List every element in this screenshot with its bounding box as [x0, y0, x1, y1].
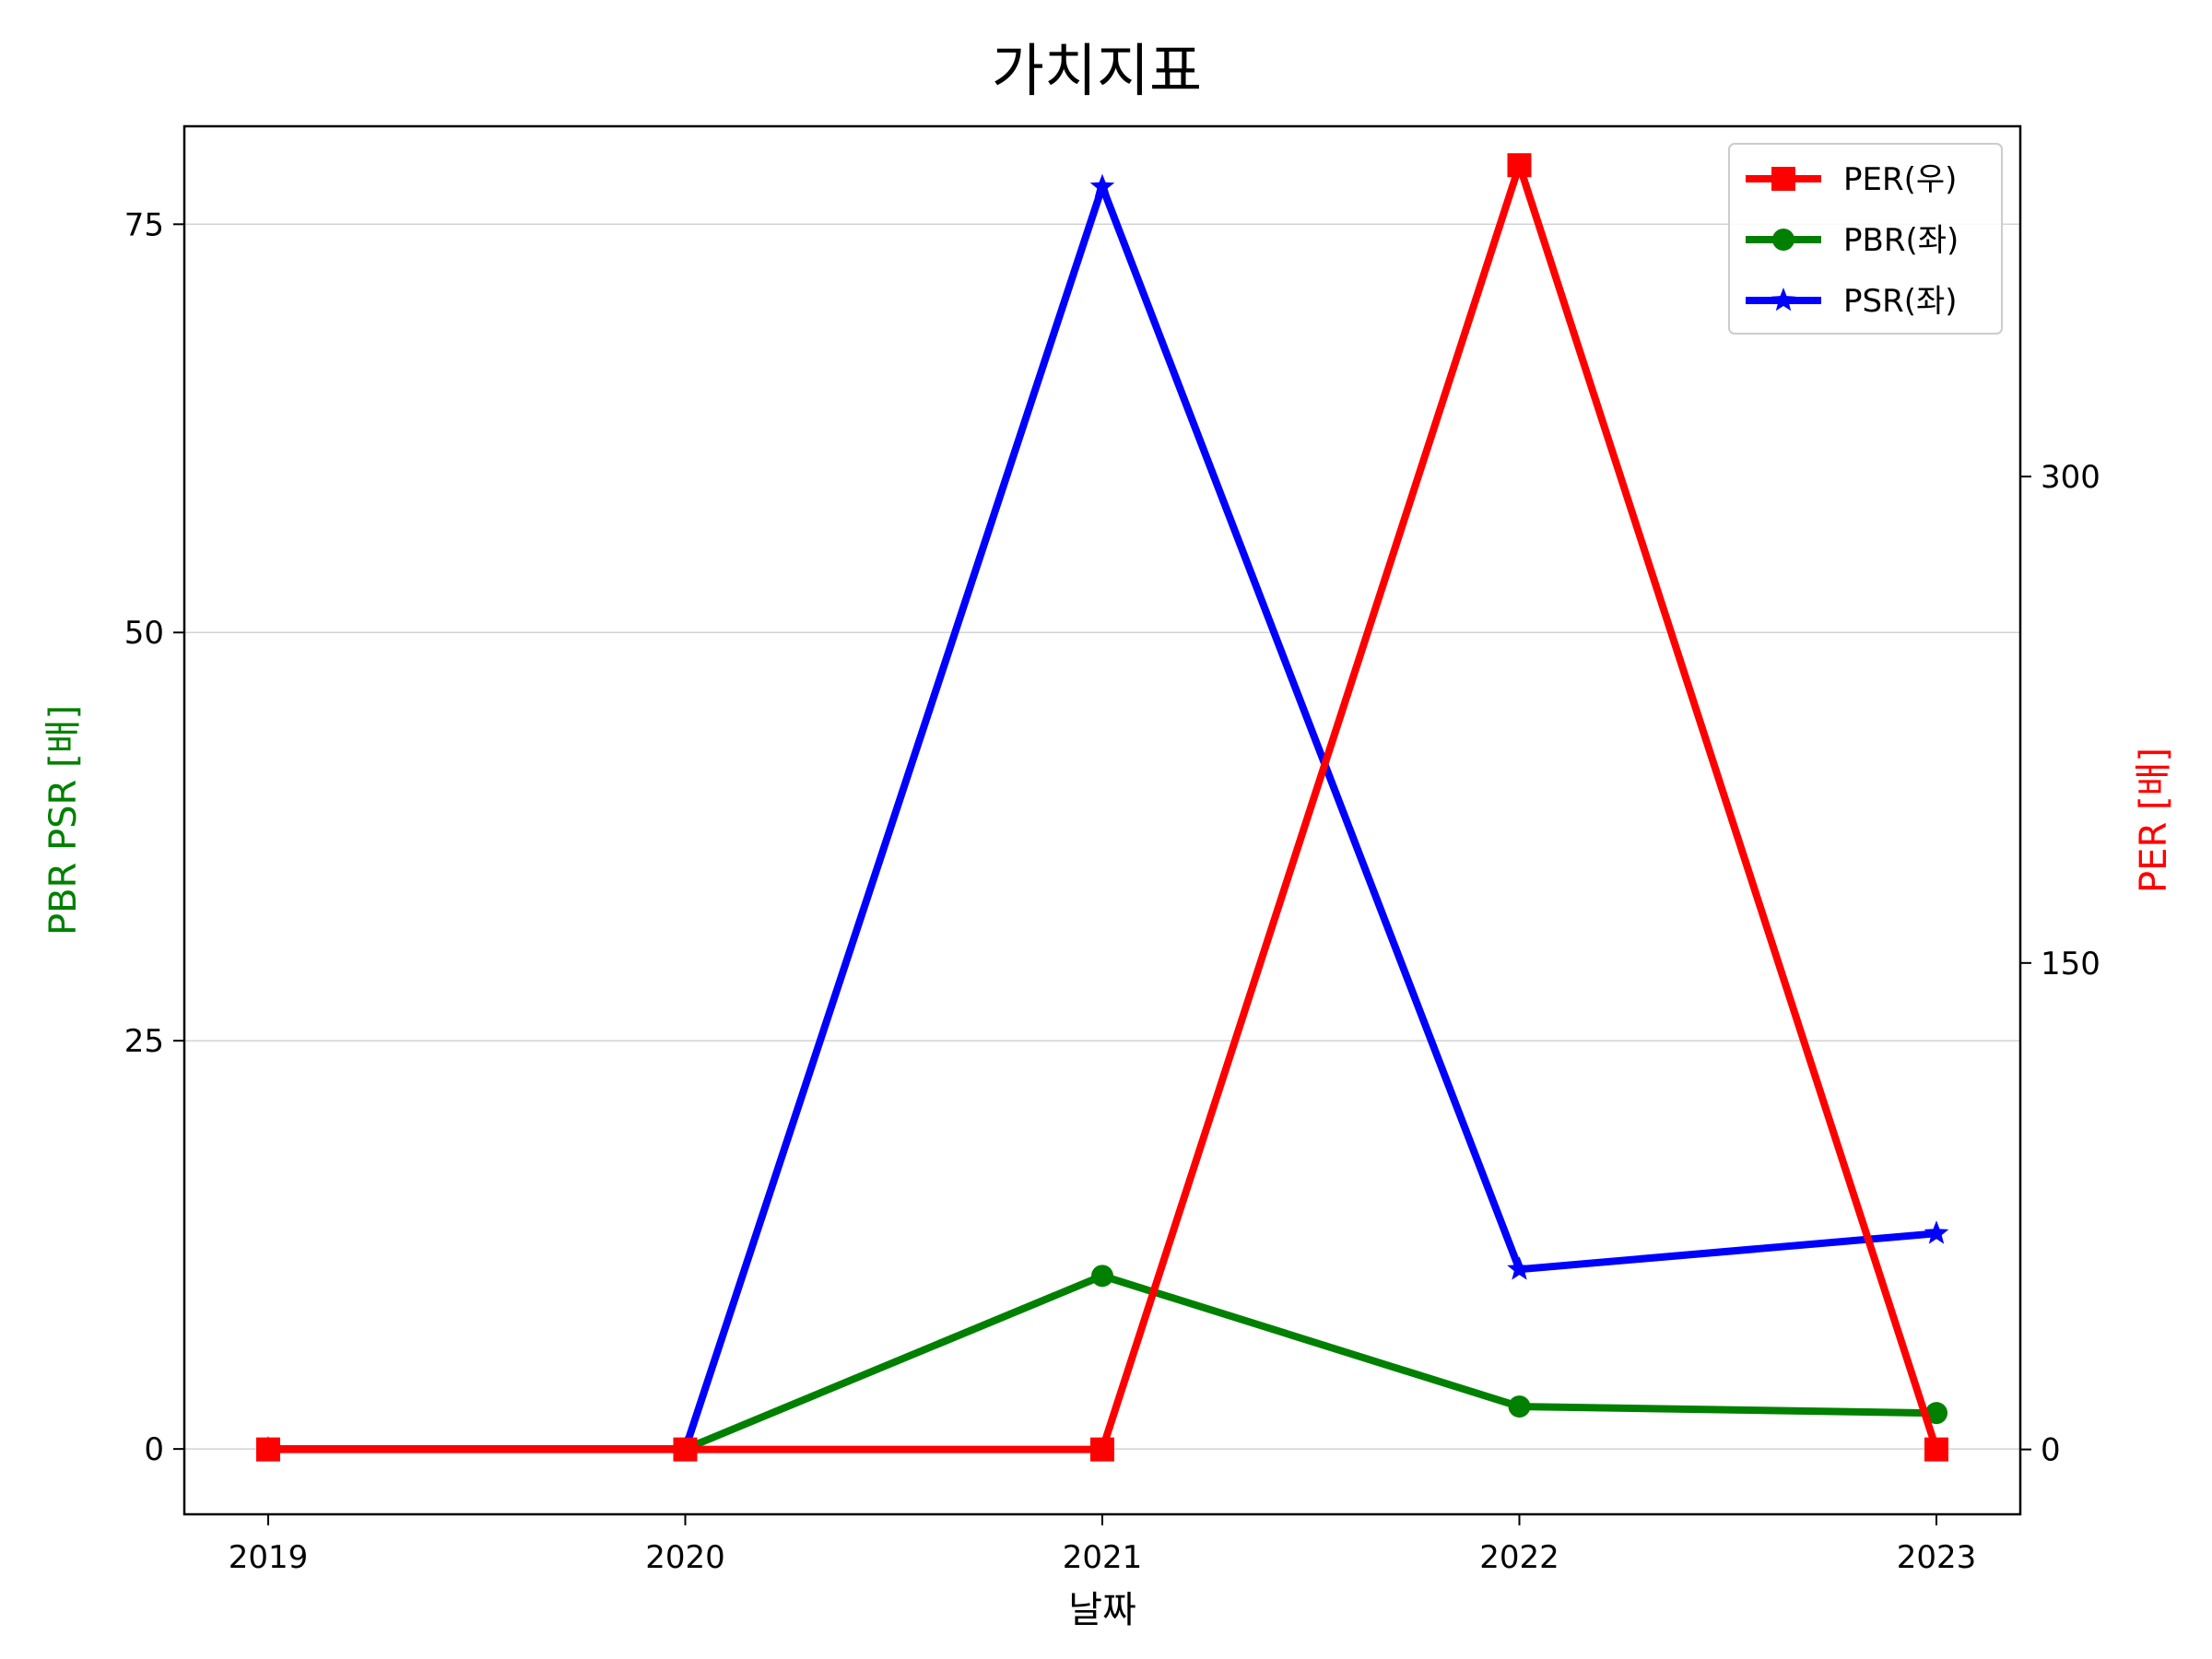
data-point-psr: [1089, 173, 1115, 197]
x-axis: 2019 2020 2021 2022 2023: [229, 1514, 1977, 1576]
legend-marker: [1772, 229, 1794, 251]
data-point-pbr: [1508, 1395, 1531, 1418]
x-axis-title: 날짜: [1068, 1589, 1136, 1631]
series-per: [256, 153, 1948, 1462]
data-point-per: [1924, 1437, 1948, 1462]
legend-label: PBR(좌): [1843, 222, 1959, 259]
series-pbr: [257, 1265, 1947, 1461]
legend-marker: [1771, 288, 1796, 312]
legend-box: [1728, 143, 2003, 335]
data-point-psr: [1507, 1256, 1532, 1280]
data-point-pbr: [1925, 1402, 1947, 1425]
x-tick-label: 2023: [1897, 1539, 1977, 1576]
data-point-psr: [1924, 1220, 1949, 1244]
left-y-tick-label: 50: [124, 615, 164, 652]
series-layer: [255, 153, 1949, 1462]
legend-marker: [1771, 167, 1795, 191]
x-tick-label: 2019: [229, 1539, 309, 1576]
legend-item-psr: PSR(좌): [1746, 283, 1958, 320]
legend: PER(우) PBR(좌) PSR(좌): [1728, 143, 2003, 335]
legend-label: PSR(좌): [1843, 283, 1958, 320]
legend-item-pbr: PBR(좌): [1746, 222, 1959, 259]
x-tick-label: 2020: [645, 1539, 725, 1576]
x-tick-label: 2021: [1063, 1539, 1143, 1576]
left-y-axis-title: PBR PSR [배]: [42, 705, 85, 935]
right-y-tick-label: 0: [2041, 1432, 2061, 1469]
data-point-per: [256, 1437, 280, 1462]
chart-title: 가치지표: [992, 37, 1202, 104]
right-y-axis-title: PER [배]: [2133, 747, 2175, 893]
data-point-per: [1507, 153, 1532, 178]
left-y-axis: 0 25 50 75: [124, 206, 184, 1468]
right-y-axis: 0 150 300: [2020, 459, 2100, 1469]
data-point-per: [673, 1437, 698, 1462]
x-tick-label: 2022: [1479, 1539, 1559, 1576]
right-y-tick-label: 300: [2041, 459, 2100, 496]
left-y-tick-label: 0: [144, 1431, 164, 1468]
left-y-tick-label: 25: [124, 1023, 164, 1060]
data-point-per: [1090, 1437, 1114, 1462]
right-y-tick-label: 150: [2041, 946, 2100, 982]
series-line-psr: [268, 175, 1937, 1453]
legend-item-per: PER(우): [1746, 161, 1957, 198]
series-line-pbr: [268, 1272, 1937, 1453]
data-point-pbr: [1091, 1265, 1113, 1288]
left-y-tick-label: 75: [124, 206, 164, 243]
legend-label: PER(우): [1843, 161, 1957, 198]
